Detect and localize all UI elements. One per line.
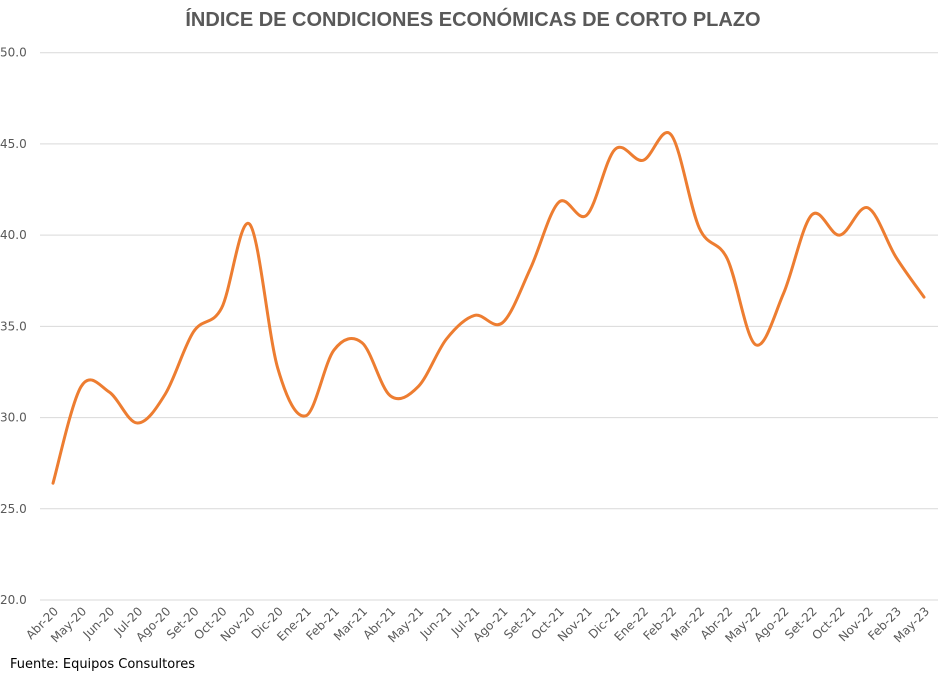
chart-title: ÍNDICE DE CONDICIONES ECONÓMICAS DE CORT… [185, 9, 761, 31]
y-tick-label: 30.0 [0, 411, 27, 425]
series-line [51, 131, 926, 485]
y-tick-label: 40.0 [0, 228, 27, 242]
y-tick-label: 35.0 [0, 319, 27, 333]
y-tick-label: 25.0 [0, 502, 27, 516]
x-tick-label: Jun-20 [80, 604, 118, 642]
x-tick-label: Jun-21 [417, 604, 455, 642]
source-note: Fuente: Equipos Consultores [10, 657, 196, 672]
y-tick-label: 50.0 [0, 46, 27, 60]
y-tick-label: 45.0 [0, 137, 27, 151]
y-tick-label: 20.0 [0, 593, 27, 607]
